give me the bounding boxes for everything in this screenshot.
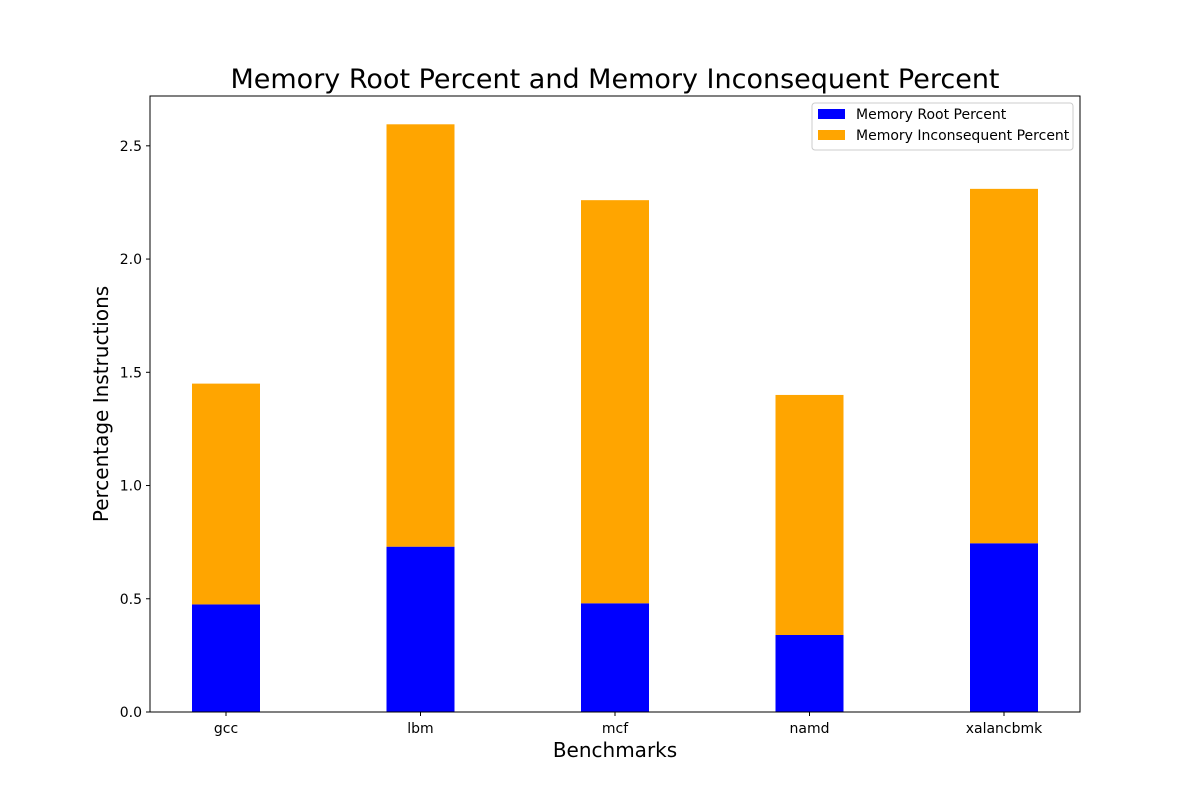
x-axis: gcc lbm mcf namd xalancbmk	[214, 712, 1043, 737]
x-tick-label: lbm	[407, 721, 433, 737]
x-tick-label: namd	[790, 721, 830, 737]
x-tick-label: xalancbmk	[966, 721, 1043, 737]
y-axis-label: Percentage Instructions	[89, 286, 113, 522]
bar-memory-root-lbm	[386, 546, 455, 712]
bar-memory-inconsequent-mcf	[581, 200, 649, 604]
bar-memory-root-gcc	[192, 604, 260, 712]
bars-group	[192, 124, 1038, 712]
y-tick-label: 0.5	[120, 592, 142, 608]
bar-memory-inconsequent-namd	[775, 394, 844, 635]
y-tick-label: 2.0	[120, 252, 142, 268]
legend-swatch	[818, 130, 845, 140]
x-axis-label: Benchmarks	[553, 738, 677, 762]
y-axis: 0.0 0.5 1.0 1.5 2.0 2.5	[120, 139, 150, 721]
bar-memory-inconsequent-gcc	[192, 383, 260, 605]
bar-memory-inconsequent-xalancbmk	[970, 188, 1038, 544]
x-tick-label: mcf	[602, 721, 629, 737]
legend-label: Memory Inconsequent Percent	[856, 128, 1070, 144]
x-tick-label: gcc	[214, 721, 238, 737]
bar-memory-root-xalancbmk	[970, 543, 1038, 712]
legend-swatch	[818, 109, 845, 119]
legend: Memory Root Percent Memory Inconsequent P…	[811, 102, 1074, 151]
y-tick-label: 0.0	[120, 705, 142, 721]
y-tick-label: 1.0	[120, 479, 142, 495]
legend-box	[811, 102, 1074, 151]
y-tick-label: 2.5	[120, 139, 142, 155]
bar-memory-root-mcf	[581, 603, 649, 712]
legend-label: Memory Root Percent	[856, 107, 1007, 123]
bar-memory-inconsequent-lbm	[386, 124, 455, 547]
y-tick-label: 1.5	[120, 365, 142, 381]
chart-title: Memory Root Percent and Memory Inconsequ…	[230, 64, 999, 95]
bar-memory-root-namd	[775, 635, 844, 712]
